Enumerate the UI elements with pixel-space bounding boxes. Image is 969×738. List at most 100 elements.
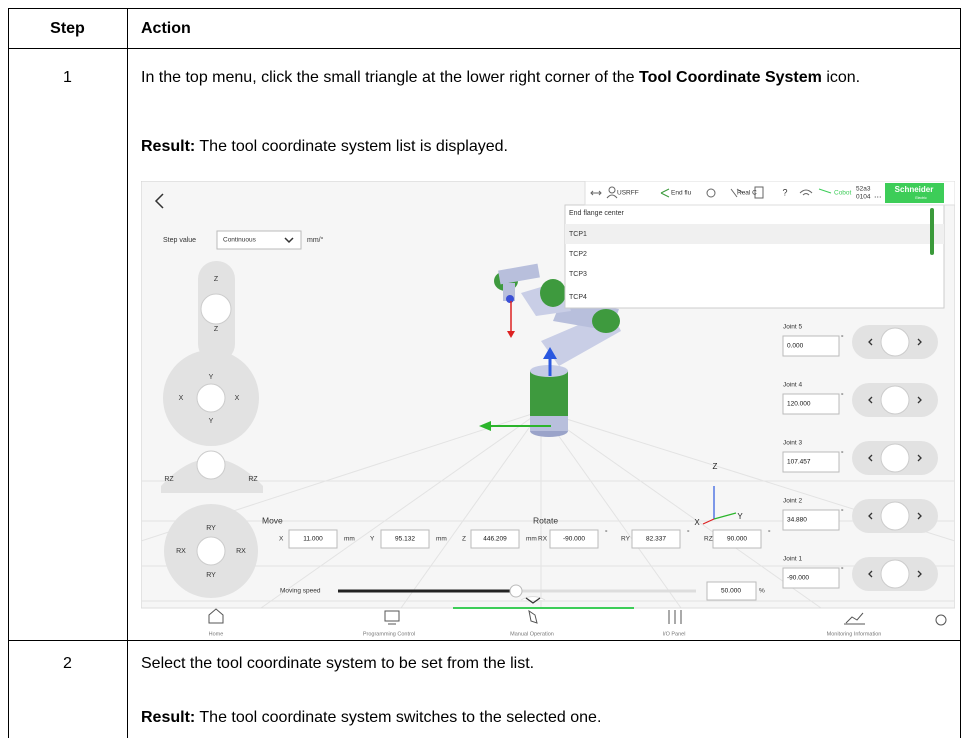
input-box[interactable] [782, 567, 840, 589]
jog-knob[interactable] [880, 501, 910, 531]
joint-label: Joint 1 [783, 556, 803, 563]
bold-text: Tool Coordinate System [639, 69, 822, 86]
speed-unit: % [759, 588, 765, 595]
joint-value: 120.000 [787, 401, 811, 408]
input-box[interactable] [782, 451, 840, 473]
field-axis: Y [370, 536, 375, 543]
field-axis: X [279, 536, 284, 543]
joint-label: Joint 3 [783, 440, 803, 447]
jog-label: X [235, 395, 240, 402]
back-button[interactable] [154, 193, 164, 209]
row-divider [8, 640, 961, 641]
column-divider [127, 8, 128, 738]
text: The tool coordinate system list is displ… [195, 138, 508, 155]
field-unit: mm [526, 536, 537, 543]
tool-list-item[interactable]: TCP1 [569, 231, 587, 238]
jog-knob[interactable] [880, 385, 910, 415]
result: Result: The tool coordinate system switc… [141, 708, 946, 727]
field-value: 446.209 [483, 536, 507, 543]
tool-list-item[interactable]: TCP2 [569, 251, 587, 258]
toolbar-item[interactable]: End flu [671, 190, 692, 197]
toolbar-item[interactable]: Real C [737, 190, 757, 197]
field-axis: Z [462, 536, 466, 543]
text: icon. [821, 69, 861, 86]
field-value: -90.000 [563, 536, 585, 543]
jog-knob[interactable] [880, 327, 910, 357]
more-button[interactable]: ... [874, 189, 882, 199]
field-value: 90.000 [727, 536, 747, 543]
section-label: Move [262, 515, 283, 525]
robot-joint [540, 279, 566, 307]
slider-knob[interactable] [509, 584, 523, 598]
step-unit: mm/° [307, 236, 324, 244]
nav-item[interactable]: Programming Control [363, 631, 415, 637]
jog-label: RZ [164, 476, 174, 483]
jog-arrow[interactable] [868, 338, 922, 346]
text: Select the tool coordinate system to be … [141, 655, 535, 672]
input-box[interactable] [706, 581, 757, 601]
jog-label: RZ [248, 476, 258, 483]
step-value: Continuous [223, 237, 257, 244]
table-border [8, 8, 961, 9]
jog-knob[interactable] [196, 383, 226, 413]
instruction: Select the tool coordinate system to be … [141, 654, 946, 673]
nav-item[interactable]: I/O Panel [663, 631, 686, 637]
input-box[interactable] [380, 529, 430, 549]
jog-label: RX [176, 548, 186, 555]
input-box[interactable] [782, 393, 840, 415]
robot-base [530, 416, 568, 431]
jog-knob[interactable] [196, 536, 226, 566]
field-axis: RX [538, 536, 548, 543]
jog-knob[interactable] [200, 293, 232, 325]
step-number: 1 [63, 69, 72, 86]
joint-unit: ° [841, 508, 844, 516]
logo-box [885, 183, 944, 203]
input-box[interactable] [782, 335, 840, 357]
jog-arrow[interactable] [868, 512, 922, 520]
jog-arrow[interactable] [868, 570, 922, 578]
step-value-label: Step value [163, 237, 196, 244]
input-box[interactable] [470, 529, 520, 549]
input-box[interactable] [712, 529, 762, 549]
tool-list [564, 204, 945, 309]
tool-list-item[interactable]: End flange center [569, 210, 625, 217]
toolbar-icons [590, 186, 832, 199]
input-boxes [288, 335, 840, 601]
jog-arrow[interactable] [868, 396, 922, 404]
speed-value: 50.000 [721, 588, 741, 595]
toolbar-item[interactable]: ? [782, 187, 787, 197]
result-label: Result: [141, 709, 196, 726]
step-value-select[interactable] [216, 230, 302, 250]
toolbar-item[interactable]: USRFF [617, 190, 639, 197]
field-unit: ° [768, 529, 771, 537]
field-value: 82.337 [646, 536, 666, 543]
instruction: In the top menu, click the small triangl… [141, 68, 946, 87]
nav-item[interactable]: Home [209, 631, 224, 637]
input-box[interactable] [549, 529, 599, 549]
nav-item[interactable]: Monitoring Information [827, 631, 882, 637]
field-value: 11.000 [303, 536, 323, 543]
input-box[interactable] [288, 529, 338, 549]
status-text: 0104 [856, 194, 871, 201]
robot-joint [592, 309, 620, 333]
field-unit: ° [605, 529, 608, 537]
status-text: 52a3 [856, 186, 871, 193]
text: In the top menu, click the small triangl… [141, 69, 640, 86]
world-axes [702, 486, 737, 525]
jog-knob[interactable] [880, 559, 910, 589]
tool-list-item[interactable]: TCP4 [569, 294, 587, 301]
joint-label: Joint 5 [783, 324, 803, 331]
toolbar-item[interactable]: Cobot [834, 190, 852, 197]
axis-arrow [543, 347, 557, 359]
input-box[interactable] [782, 509, 840, 531]
input-box[interactable] [631, 529, 681, 549]
jog-arrow[interactable] [868, 454, 922, 462]
jog-label: RX [236, 548, 246, 555]
jog-label: X [179, 395, 184, 402]
jog-knob[interactable] [196, 450, 226, 480]
jog-knob[interactable] [880, 443, 910, 473]
nav-item[interactable]: Manual Operation [510, 631, 554, 637]
tool-list-item[interactable]: TCP3 [569, 271, 587, 278]
